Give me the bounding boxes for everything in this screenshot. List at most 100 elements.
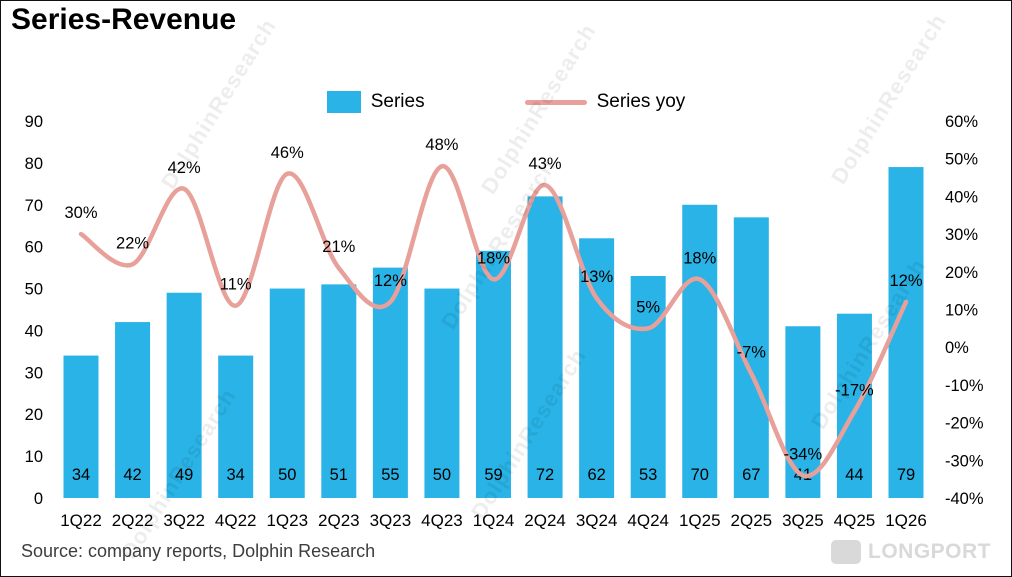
svg-text:11%: 11%	[220, 276, 252, 294]
svg-text:50%: 50%	[945, 151, 978, 169]
x-axis-labels: 1Q22 2Q22 3Q22 4Q22 1Q23 2Q23 3Q23 4Q23 1Q24 2Q24…	[60, 511, 927, 530]
svg-text:-40%: -40%	[945, 490, 984, 508]
svg-text:34: 34	[227, 466, 245, 484]
bar	[733, 217, 769, 498]
longport-logo-text: LONGPORT	[868, 540, 991, 563]
legend-yoy-label: Series yoy	[596, 91, 686, 112]
svg-text:79: 79	[897, 466, 915, 484]
bar	[476, 250, 511, 498]
chart-title: Series-Revenue	[11, 3, 237, 36]
svg-text:10%: 10%	[945, 302, 978, 320]
svg-text:46%: 46%	[271, 144, 304, 162]
bars-group	[63, 167, 924, 499]
bar	[115, 322, 151, 498]
svg-text:-34%: -34%	[784, 445, 823, 463]
svg-text:42: 42	[123, 466, 141, 484]
svg-text:12%: 12%	[374, 272, 407, 290]
right-axis-ticks: 60% 50% 40% 30% 20% 10% 0% -10% -20% -30% -40%	[945, 113, 984, 508]
svg-text:-30%: -30%	[945, 452, 984, 470]
bar	[269, 288, 305, 498]
legend-item-series-yoy[interactable]: Series yoy	[524, 91, 686, 113]
bar	[63, 355, 99, 498]
svg-text:80: 80	[25, 155, 43, 173]
svg-text:70: 70	[691, 466, 709, 484]
yoy-line	[78, 163, 909, 479]
svg-text:4Q22: 4Q22	[215, 511, 257, 530]
svg-text:12%: 12%	[889, 272, 922, 290]
legend-series-label: Series	[370, 91, 425, 112]
left-axis-ticks: 90 80 70 60 50 40 30 20 10 0	[25, 113, 43, 508]
series-bar-swatch-icon	[326, 91, 361, 113]
svg-text:3Q25: 3Q25	[782, 511, 824, 530]
svg-text:1Q22: 1Q22	[60, 511, 102, 530]
svg-text:60%: 60%	[945, 113, 978, 131]
svg-text:40: 40	[25, 322, 43, 340]
svg-text:-17%: -17%	[835, 381, 874, 399]
svg-text:62: 62	[587, 466, 605, 484]
svg-text:1Q24: 1Q24	[473, 511, 515, 530]
svg-text:5%: 5%	[636, 298, 660, 316]
svg-text:10: 10	[25, 448, 43, 466]
svg-text:30%: 30%	[945, 226, 978, 244]
series-yoy-line-swatch-icon	[524, 99, 587, 105]
svg-text:34: 34	[72, 466, 90, 484]
svg-text:2Q25: 2Q25	[731, 511, 773, 530]
svg-text:0%: 0%	[945, 339, 969, 357]
svg-text:20%: 20%	[945, 264, 978, 282]
bar	[166, 292, 202, 498]
svg-text:1Q23: 1Q23	[266, 511, 308, 530]
svg-text:2Q22: 2Q22	[112, 511, 154, 530]
svg-text:4Q25: 4Q25	[834, 511, 876, 530]
svg-text:20: 20	[25, 406, 43, 424]
svg-text:13%: 13%	[580, 268, 613, 286]
svg-text:50: 50	[25, 281, 43, 299]
bar	[321, 284, 357, 498]
svg-text:70: 70	[25, 197, 43, 215]
svg-text:90: 90	[25, 113, 43, 131]
svg-text:44: 44	[845, 466, 863, 484]
svg-text:55: 55	[381, 466, 399, 484]
svg-text:21%: 21%	[322, 238, 355, 256]
svg-text:4Q24: 4Q24	[627, 511, 669, 530]
bar	[579, 238, 615, 499]
bar	[527, 196, 563, 498]
legend-item-series[interactable]: Series	[326, 91, 425, 113]
svg-text:49: 49	[175, 466, 193, 484]
bar	[785, 326, 821, 498]
svg-text:51: 51	[330, 466, 348, 484]
svg-text:18%: 18%	[683, 249, 716, 267]
svg-text:1Q26: 1Q26	[885, 511, 927, 530]
svg-text:2Q23: 2Q23	[318, 511, 360, 530]
chart-legend: Series Series yoy	[1, 91, 1011, 113]
svg-text:43%: 43%	[529, 155, 562, 173]
bar	[682, 204, 718, 498]
longport-logo: LONGPORT	[831, 540, 991, 564]
bar	[836, 313, 872, 498]
yoy-percent-labels: 30% 22% 42% 11% 46% 21% 12% 48% 18% 43% 13% 5% 18% -7…	[64, 136, 922, 463]
svg-text:3Q23: 3Q23	[370, 511, 412, 530]
svg-text:3Q24: 3Q24	[576, 511, 618, 530]
svg-text:48%: 48%	[425, 136, 458, 154]
svg-text:72: 72	[536, 466, 554, 484]
svg-text:50: 50	[278, 466, 296, 484]
bar	[424, 288, 460, 498]
svg-text:67: 67	[742, 466, 760, 484]
bar	[630, 275, 666, 498]
svg-text:-20%: -20%	[945, 415, 984, 433]
svg-text:3Q22: 3Q22	[163, 511, 205, 530]
svg-text:2Q24: 2Q24	[524, 511, 566, 530]
svg-text:60: 60	[25, 239, 43, 257]
svg-text:-7%: -7%	[737, 344, 767, 362]
svg-text:18%: 18%	[477, 249, 510, 267]
svg-text:40%: 40%	[945, 188, 978, 206]
svg-text:1Q25: 1Q25	[679, 511, 721, 530]
longport-logo-icon	[831, 540, 861, 564]
svg-text:4Q23: 4Q23	[421, 511, 463, 530]
svg-text:53: 53	[639, 466, 657, 484]
svg-text:30: 30	[25, 364, 43, 382]
source-note: Source: company reports, Dolphin Researc…	[21, 541, 376, 561]
svg-text:59: 59	[484, 466, 502, 484]
svg-text:50: 50	[433, 466, 451, 484]
